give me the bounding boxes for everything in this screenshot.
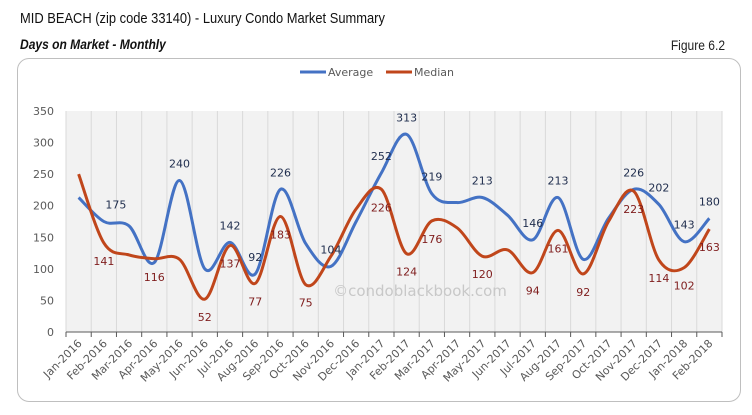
legend-label-median: Median — [414, 66, 454, 79]
data-label-average: 252 — [371, 150, 392, 163]
data-label-median: 124 — [396, 266, 417, 279]
data-label-median: 141 — [93, 255, 114, 268]
data-label-average: 226 — [623, 166, 644, 179]
y-tick-label: 50 — [40, 294, 54, 307]
y-tick-label: 100 — [33, 263, 54, 276]
y-tick-label: 150 — [33, 231, 54, 244]
data-label-average: 213 — [472, 175, 493, 188]
data-label-average: 142 — [220, 219, 241, 232]
data-label-average: 202 — [648, 181, 669, 194]
chart-subtitle: Days on Market - Monthly — [20, 36, 166, 52]
y-tick-label: 200 — [33, 200, 54, 213]
series-line-average — [77, 132, 711, 277]
data-label-median: 114 — [648, 272, 669, 285]
y-tick-label: 0 — [47, 326, 54, 339]
data-label-average: 226 — [270, 166, 291, 179]
report-title: MID BEACH (zip code 33140) - Luxury Cond… — [20, 10, 385, 27]
y-tick-label: 350 — [33, 105, 54, 118]
data-label-median: 183 — [270, 228, 291, 241]
data-label-median: 75 — [299, 297, 313, 310]
data-label-average: 219 — [421, 171, 442, 184]
data-label-median: 120 — [472, 268, 493, 281]
data-label-median: 116 — [144, 271, 165, 284]
data-label-median: 92 — [576, 286, 590, 299]
data-label-average: 213 — [548, 175, 569, 188]
data-label-median: 52 — [198, 311, 212, 324]
legend: Average Median — [300, 66, 454, 79]
series-line-median — [77, 173, 711, 301]
figure-number: Figure 6.2 — [670, 37, 725, 53]
data-label-median: 161 — [548, 242, 569, 255]
data-label-average: 180 — [699, 195, 720, 208]
data-label-median: 223 — [623, 203, 644, 216]
data-label-median: 137 — [220, 257, 241, 270]
watermark: ©condoblackbook.com — [333, 282, 507, 300]
data-label-median: 94 — [526, 285, 540, 298]
data-label-average: 143 — [674, 219, 695, 232]
data-label-median: 163 — [699, 241, 720, 254]
data-label-average: 313 — [396, 111, 417, 124]
chart-frame — [17, 58, 741, 402]
y-tick-label: 300 — [33, 137, 54, 150]
data-label-median: 226 — [371, 201, 392, 214]
data-label-median: 102 — [674, 280, 695, 293]
legend-label-average: Average — [328, 66, 373, 79]
data-label-average: 104 — [320, 243, 341, 256]
data-label-average: 92 — [248, 251, 262, 264]
data-label-average: 240 — [169, 157, 190, 170]
y-tick-label: 250 — [33, 168, 54, 181]
data-label-median: 176 — [421, 233, 442, 246]
data-label-average: 175 — [105, 199, 126, 212]
data-label-average: 146 — [522, 217, 543, 230]
data-label-median: 77 — [248, 295, 262, 308]
